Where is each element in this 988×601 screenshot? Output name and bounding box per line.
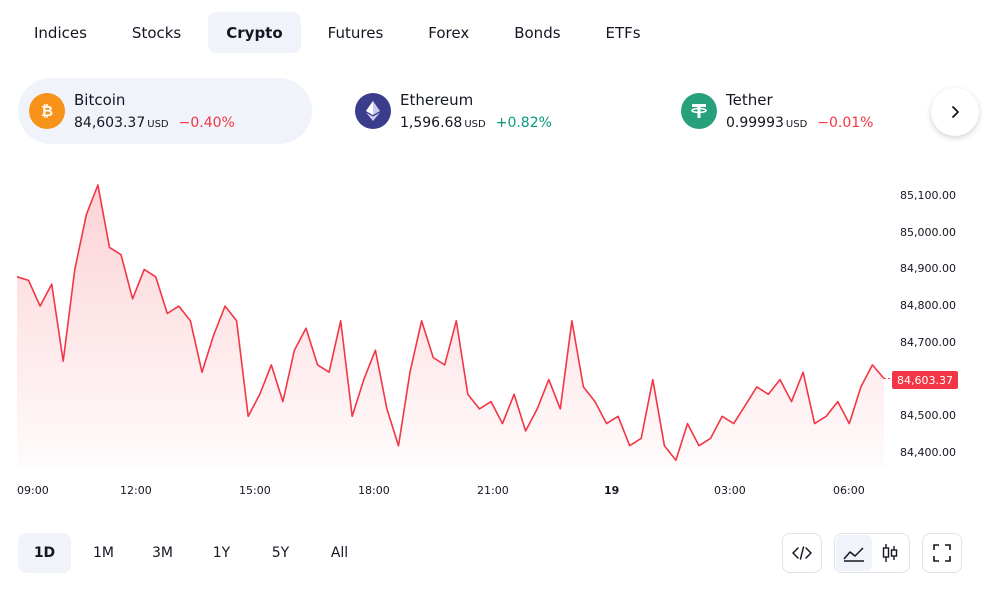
range-all[interactable]: All xyxy=(330,545,349,561)
x-tick-label: 03:00 xyxy=(714,484,746,497)
candlestick-chart-button[interactable] xyxy=(872,535,908,571)
next-tickers-button[interactable] xyxy=(931,88,979,136)
x-tick-label: 18:00 xyxy=(358,484,390,497)
area-chart-button[interactable] xyxy=(836,535,872,571)
x-tick-label: 15:00 xyxy=(239,484,271,497)
bitcoin-icon: ₿ xyxy=(29,93,65,129)
y-tick-label: 84,500.00 xyxy=(900,409,956,422)
fullscreen-icon xyxy=(933,544,951,562)
ticker-name: Bitcoin xyxy=(74,91,126,109)
x-tick-label: 09:00 xyxy=(17,484,49,497)
range-5y[interactable]: 5Y xyxy=(271,545,290,561)
fullscreen-button[interactable] xyxy=(922,533,962,573)
ticker-price: 1,596.68 xyxy=(400,115,463,131)
ticker-price: 0.99993 xyxy=(726,115,784,131)
tab-indices[interactable]: Indices xyxy=(34,23,87,42)
ticker-price: 84,603.37 xyxy=(74,115,146,131)
y-tick-label: 84,900.00 xyxy=(900,262,956,275)
candlestick-icon xyxy=(882,544,898,562)
tab-crypto[interactable]: Crypto xyxy=(208,12,301,53)
tether-icon xyxy=(681,93,717,129)
range-selector: 1D 1M 3M 1Y 5Y All xyxy=(18,533,372,573)
x-tick-label: 06:00 xyxy=(833,484,865,497)
last-price-badge: 84,603.37 xyxy=(892,371,958,389)
ticker-bitcoin[interactable]: ₿ Bitcoin 84,603.37 USD −0.40% xyxy=(18,78,312,144)
ticker-change: −0.01% xyxy=(817,115,874,131)
ticker-name: Ethereum xyxy=(400,91,474,109)
y-tick-label: 85,000.00 xyxy=(900,226,956,239)
embed-button[interactable] xyxy=(782,533,822,573)
ticker-change: +0.82% xyxy=(495,115,552,131)
y-tick-label: 84,700.00 xyxy=(900,336,956,349)
tab-stocks[interactable]: Stocks xyxy=(131,23,182,42)
chart-style-toggle xyxy=(834,533,910,573)
y-tick-label: 85,100.00 xyxy=(900,189,956,202)
ticker-ethereum[interactable]: Ethereum 1,596.68 USD +0.82% xyxy=(344,78,634,144)
chart-series-line xyxy=(16,184,885,462)
y-tick-label: 84,800.00 xyxy=(900,299,956,312)
tab-forex[interactable]: Forex xyxy=(428,23,470,42)
ticker-tether[interactable]: Tether 0.99993 USD −0.01% xyxy=(670,78,940,144)
svg-text:₿: ₿ xyxy=(41,102,53,120)
y-tick-label: 84,400.00 xyxy=(900,446,956,459)
area-chart-icon xyxy=(843,547,864,562)
ticker-currency: USD xyxy=(464,119,486,130)
price-chart[interactable] xyxy=(0,150,988,510)
x-tick-label: 12:00 xyxy=(120,484,152,497)
ethereum-icon xyxy=(355,93,391,129)
x-tick-label: 21:00 xyxy=(477,484,509,497)
ticker-currency: USD xyxy=(147,119,169,130)
category-tabs: Indices Stocks Crypto Futures Forex Bond… xyxy=(17,12,668,53)
x-tick-label: 19 xyxy=(604,484,620,497)
chevron-right-icon xyxy=(952,106,959,118)
range-1d[interactable]: 1D xyxy=(18,533,71,573)
tab-etfs[interactable]: ETFs xyxy=(605,23,641,42)
ticker-name: Tether xyxy=(726,91,773,109)
tab-bonds[interactable]: Bonds xyxy=(514,23,561,42)
range-3m[interactable]: 3M xyxy=(152,545,173,561)
ticker-currency: USD xyxy=(785,119,808,130)
tab-futures[interactable]: Futures xyxy=(327,23,384,42)
ticker-change: −0.40% xyxy=(178,115,235,131)
code-icon xyxy=(792,546,812,560)
range-1m[interactable]: 1M xyxy=(93,545,114,561)
range-1y[interactable]: 1Y xyxy=(212,545,231,561)
chart-area-fill xyxy=(17,185,884,467)
ticker-strip: ₿ Bitcoin 84,603.37 USD −0.40% Ethereum 1,… xyxy=(18,78,983,144)
